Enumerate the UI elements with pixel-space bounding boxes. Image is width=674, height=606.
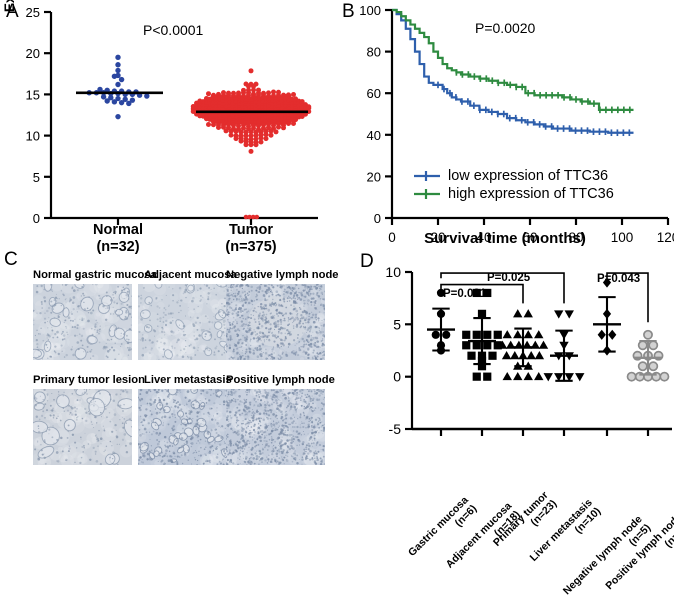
panel-c-caption-2: Negative lymph node (226, 269, 339, 281)
panel-b-low-censor-marks (437, 81, 631, 137)
svg-text:40: 40 (476, 230, 491, 245)
panel-b-plot: 0 20 40 60 80 100 0 20 40 60 80 100 120 (359, 3, 674, 245)
panel-a-y-ticks (44, 10, 51, 220)
panel-c-caption-0: Normal gastric mucosa (33, 269, 157, 281)
panel-a-group-normal: Normal (n=32) (68, 222, 168, 256)
svg-text:20: 20 (367, 169, 381, 184)
svg-text:40: 40 (367, 128, 381, 143)
panel-d-pvalue-0: P=0.025 (487, 272, 531, 284)
panel-a-x-ticks (116, 218, 253, 225)
svg-text:100: 100 (359, 3, 381, 18)
panel-b-x-ticks (390, 218, 670, 225)
panel-a-plot: 0 5 10 15 20 25 (26, 5, 318, 226)
panel-b-x-axis-title: Survival time (months) (424, 230, 586, 247)
panel-d-plot: -5 0 5 10 (385, 264, 672, 437)
panel-a: A Expression of TTC36 in TCGA sets P<0.0… (0, 0, 330, 255)
panel-d-letter: D (360, 251, 374, 272)
svg-text:5: 5 (393, 316, 401, 332)
panel-a-group-tumor-name: Tumor (228, 222, 274, 238)
svg-text:0: 0 (33, 211, 40, 226)
panel-b-letter: B (342, 1, 355, 22)
panel-c-image-adjacent-mucosa (138, 284, 237, 360)
panel-b-x-tick-labels: 0 20 40 60 80 100 120 (388, 230, 674, 245)
panel-c-caption-1: Adjacent mucosa (144, 269, 237, 281)
svg-text:0: 0 (393, 369, 401, 385)
panel-c-image-negative-lymph-node (226, 284, 325, 360)
svg-text:0: 0 (388, 230, 396, 245)
panel-c-caption-4: Liver metastasis (144, 374, 232, 386)
panel-a-group-tumor: Tumor (n=375) (201, 222, 301, 256)
panel-c-image-positive-lymph-node (226, 389, 325, 465)
svg-text:-5: -5 (389, 421, 402, 437)
panel-b-y-tick-labels: 0 20 40 60 80 100 (359, 3, 381, 226)
panel-d-pvalue-1: P=0.031 (443, 288, 487, 300)
panel-b-legend-label-high: high expression of TTC36 (448, 186, 614, 202)
panel-a-group-tumor-n: (n=375) (225, 239, 277, 255)
svg-text:10: 10 (26, 129, 40, 144)
panel-b-pvalue: P=0.0020 (475, 20, 536, 36)
svg-text:60: 60 (522, 230, 537, 245)
panel-c-caption-3: Primary tumor lesion (33, 374, 145, 386)
panel-a-y-tick-labels: 0 5 10 15 20 25 (26, 5, 40, 226)
panel-a-pvalue: P<0.0001 (143, 22, 204, 38)
panel-c-image-liver-metastasis (138, 389, 237, 465)
panel-b-legend (414, 171, 440, 199)
panel-b-y-ticks (385, 8, 392, 220)
panel-b-high-censor-marks (455, 69, 631, 114)
panel-b-low-expression-curve (392, 8, 634, 134)
panel-a-normal-points (86, 54, 150, 120)
panel-d-y-ticks (405, 270, 412, 431)
panel-c-image-primary-tumor-lesion (33, 389, 132, 465)
panel-c-image-normal-gastric-mucosa (33, 284, 132, 360)
panel-d-x-ticks (439, 429, 650, 436)
svg-text:80: 80 (568, 230, 583, 245)
panel-d-error-bars (427, 296, 662, 382)
panel-d-pvalue-2: P=0.043 (597, 273, 641, 285)
svg-text:20: 20 (26, 46, 40, 61)
panel-a-letter: A (6, 1, 19, 22)
panel-c: C Normal gastric mucosa Adjacent mucosa … (0, 249, 339, 514)
svg-text:60: 60 (367, 86, 381, 101)
svg-text:5: 5 (33, 170, 40, 185)
panel-a-group-normal-n: (n=32) (96, 239, 140, 255)
svg-text:80: 80 (367, 45, 381, 60)
svg-text:25: 25 (26, 5, 40, 20)
svg-text:10: 10 (385, 264, 401, 280)
panel-d-significance-brackets (440, 272, 649, 323)
panel-a-tumor-points (190, 68, 312, 220)
panel-c-caption-5: Positive lymph node (226, 374, 335, 386)
panel-d-y-tick-labels: -5 0 5 10 (385, 264, 401, 437)
svg-text:15: 15 (26, 87, 40, 102)
svg-text:0: 0 (374, 211, 381, 226)
panel-b: B Percent survival P=0.0020 Survival tim… (330, 0, 674, 250)
panel-c-letter: C (4, 249, 18, 270)
panel-b-high-expression-curve (392, 8, 634, 111)
svg-text:120: 120 (657, 230, 674, 245)
svg-text:20: 20 (430, 230, 445, 245)
panel-a-group-normal-name: Normal (93, 222, 143, 238)
panel-b-legend-label-low: low expression of TTC36 (448, 168, 609, 184)
svg-text:100: 100 (611, 230, 634, 245)
